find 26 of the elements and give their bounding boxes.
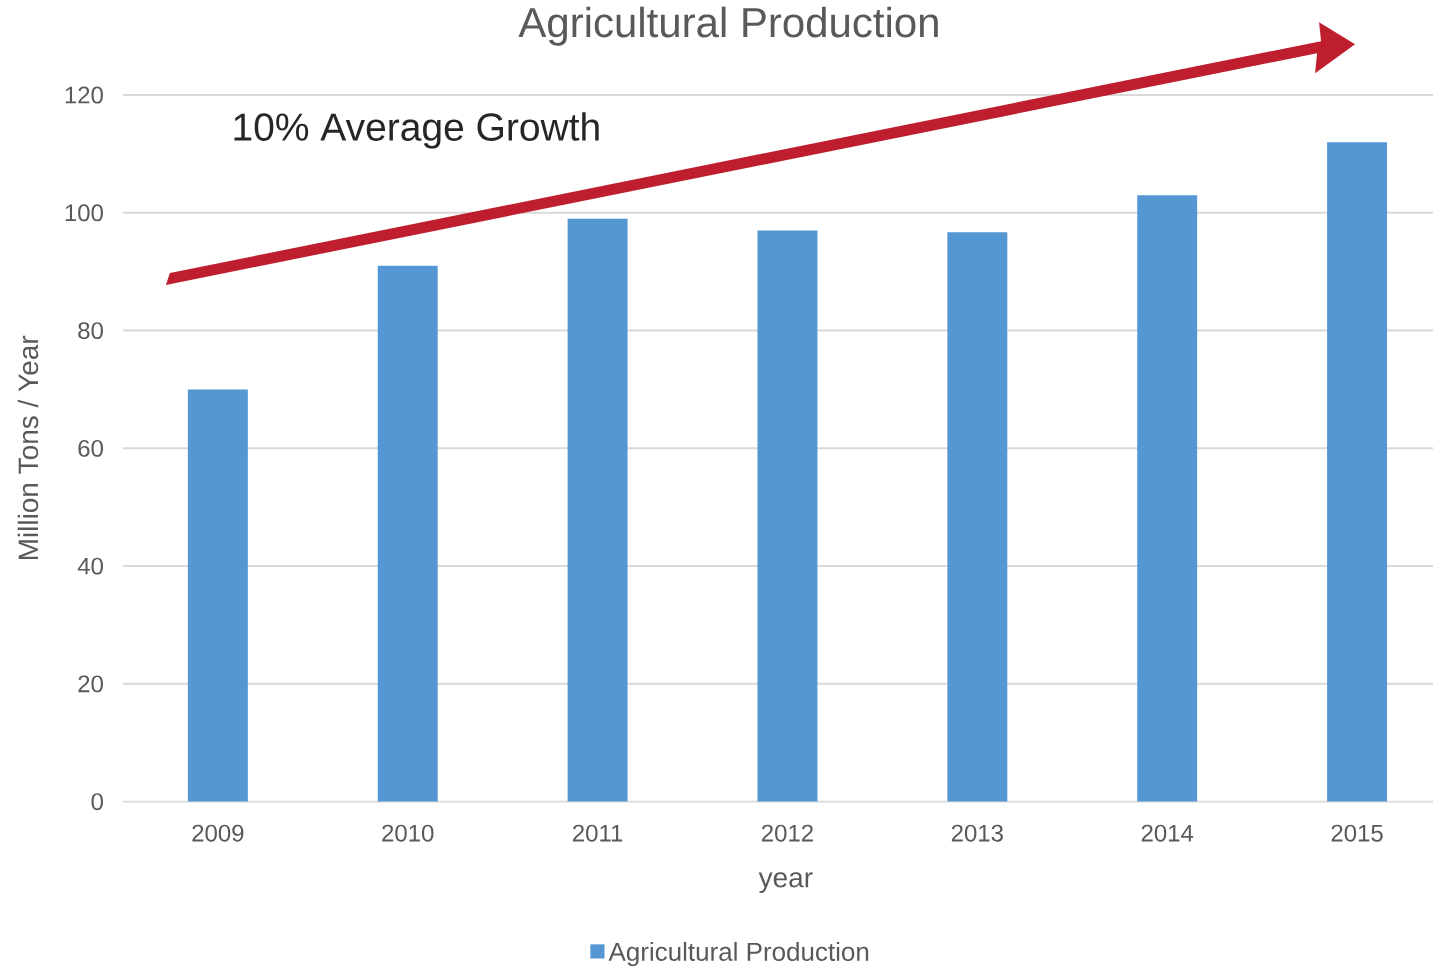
bar (947, 232, 1008, 802)
y-axis-title: Million Tons / Year (17, 335, 39, 560)
y-tick-label: 60 (78, 440, 103, 458)
bar (1137, 195, 1198, 802)
y-tick-label: 100 (65, 204, 103, 222)
x-tick-label: 2010 (382, 824, 434, 842)
x-tick-label: 2015 (1331, 824, 1383, 842)
legend-label: Agricultural Production (608, 942, 869, 967)
chart-title: Agricultural Production (518, 6, 938, 46)
y-tick-label: 20 (78, 675, 103, 693)
x-axis-title: year (758, 872, 813, 894)
bar (567, 218, 628, 802)
y-tick-label: 80 (78, 322, 103, 340)
x-tick-label: 2012 (762, 824, 813, 842)
x-tick-label: 2011 (573, 824, 623, 842)
annotation: 10% Average Growth (234, 112, 599, 149)
x-tick-label: 2014 (1141, 824, 1194, 842)
y-tick-label: 40 (77, 557, 103, 575)
bar (377, 266, 438, 802)
y-tick-label: 120 (65, 86, 103, 104)
bar (1327, 142, 1388, 802)
x-tick-label: 2009 (192, 824, 244, 842)
bar (187, 389, 248, 802)
y-tick-label: 0 (91, 793, 103, 811)
bar (757, 230, 818, 802)
x-tick-label: 2013 (951, 824, 1003, 842)
